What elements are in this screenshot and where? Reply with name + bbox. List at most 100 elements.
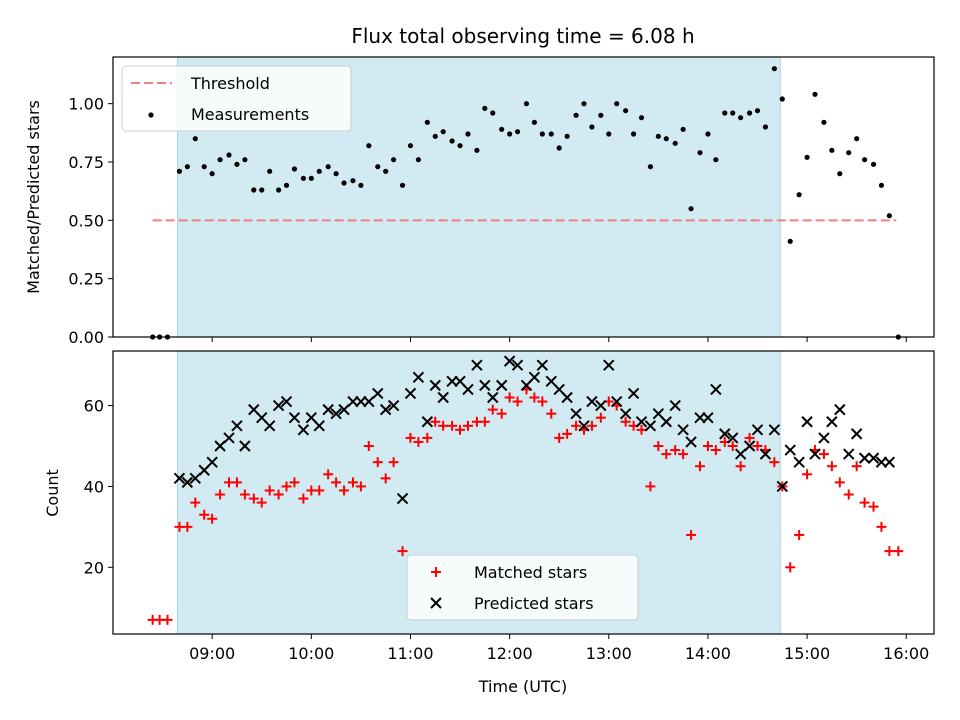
predicted-star-point [776,480,789,493]
matched-star-point [653,441,664,452]
matched-star-point [256,497,267,508]
measurement-point [746,110,753,116]
measurement-point [812,91,818,97]
matched-star-point [380,473,391,484]
matched-star-point [199,509,210,520]
predicted-star-point [751,424,764,436]
x-axis-label: Time (UTC) [478,677,567,696]
predicted-star-point [412,371,425,383]
measurement-point [779,96,785,102]
matched-star-point [595,412,606,423]
measurement-point [523,101,530,107]
matched-star-point [372,457,383,468]
measurement-point [754,108,761,114]
measurement-point [192,136,198,142]
predicted-star-point [206,456,218,468]
matched-star-point [207,513,218,524]
measurement-point [449,138,455,144]
matched-star-point [462,420,473,431]
legend-predicted-label: Predicted stars [474,594,594,613]
measurement-point [259,187,265,193]
chart-title: Flux total observing time = 6.08 h [351,24,694,48]
predicted-star-point [710,383,722,396]
matched-star-point [264,485,275,496]
matched-star-point [694,461,705,472]
measurement-point [548,131,554,137]
measurement-point [490,110,496,116]
matched-star-point [215,489,226,500]
matched-star-point [735,461,746,472]
matched-star-point [388,457,399,468]
predicted-star-point [793,456,805,468]
predicted-star-point [214,440,226,452]
measurement-point [581,101,587,107]
measurement-point [539,131,545,137]
measurement-point [465,131,471,137]
matched-star-point [455,424,466,435]
measurement-point [333,171,339,177]
matched-star-point [876,521,887,532]
measurement-point [440,129,446,135]
measurement-point [730,110,736,116]
predicted-star-point [784,444,796,456]
measurement-point [854,136,860,142]
measurement-point [647,164,654,170]
matched-star-point [479,416,490,427]
predicted-star-point [404,387,417,400]
predicted-star-point [685,436,697,448]
predicted-star-point [429,379,441,392]
predicted-star-point [578,420,590,432]
predicted-star-point [330,407,342,420]
measurement-point [829,147,835,153]
x-tick-label: 16:00 [883,644,929,663]
bottom-y-axis-label: Count [43,469,62,517]
predicted-star-point [363,395,375,408]
measurement-point [209,171,215,177]
matched-star-point [686,529,697,540]
matched-star-point [818,449,829,460]
matched-star-point [884,546,895,557]
measurement-point [375,164,381,170]
predicted-star-point [809,448,821,460]
measurement-point [201,164,207,170]
predicted-star-point [702,412,714,424]
predicted-star-point [759,448,772,460]
x-tick-label: 14:00 [685,644,731,663]
matched-star-point [504,392,515,403]
matched-star-point [323,469,334,480]
bottom-legend-box [406,554,639,621]
matched-star-point [496,408,507,419]
matched-star-point [802,469,813,480]
predicted-star-point [867,452,880,464]
matched-star-point [239,489,250,500]
measurement-point [796,192,802,198]
measurement-point [424,119,430,125]
measurement-point [655,133,661,139]
predicted-star-point [586,395,598,408]
matched-star-point [397,546,408,557]
measurement-point [697,150,703,156]
predicted-star-point [263,420,276,432]
measurement-point [606,131,612,137]
measurement-point [514,129,521,135]
matched-star-point [487,404,498,415]
measurement-point [308,175,314,181]
measurement-point [507,131,513,137]
matched-star-point [405,432,416,443]
measurement-point [623,108,629,114]
y-tick-label: 20 [84,558,104,577]
predicted-star-point [677,424,689,436]
predicted-star-point [610,395,623,408]
matched-star-point [769,457,780,468]
y-tick-label: 0.25 [68,270,104,289]
predicted-star-point [850,428,863,440]
predicted-star-point [834,403,846,416]
matched-star-point [438,420,449,431]
measurement-point [341,180,347,186]
measurement-point [350,178,356,184]
measurement-point [846,150,852,156]
measurement-point [598,112,604,118]
predicted-star-point [396,492,409,505]
predicted-star-point [495,379,508,392]
predicted-star-point [288,412,301,424]
